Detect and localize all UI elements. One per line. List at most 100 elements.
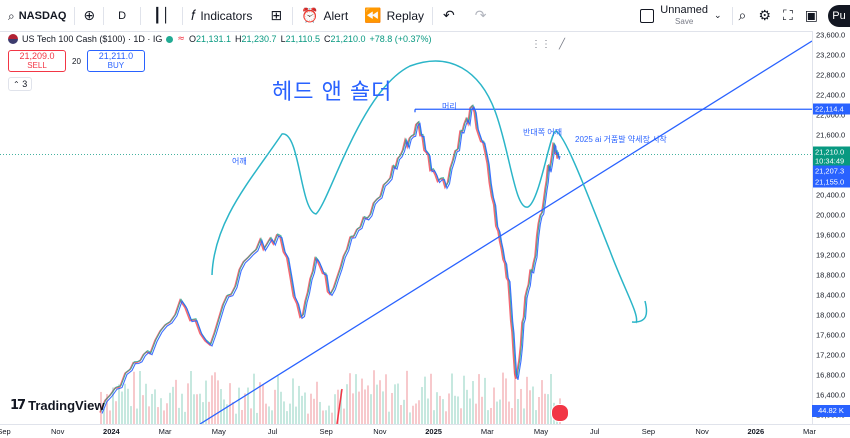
divider bbox=[731, 6, 733, 25]
quick-search-icon: ⌕ bbox=[738, 7, 747, 24]
volume-bar bbox=[400, 404, 402, 424]
ohlc-low-key: L bbox=[280, 34, 286, 44]
spread-value: 20 bbox=[72, 56, 81, 66]
camera-icon: ▣ bbox=[804, 7, 818, 24]
volume-bar bbox=[109, 410, 111, 424]
indicators-icon: 𝑓 bbox=[190, 7, 196, 24]
price-tag: 21,210.0 bbox=[813, 146, 850, 157]
date-tick-label: Sep bbox=[0, 427, 11, 436]
volume-bar bbox=[112, 387, 114, 424]
price-axis[interactable]: 23,600.0 23,200.0 22,800.0 22,400.0 22,000.0… bbox=[812, 31, 850, 424]
volume-bar bbox=[505, 378, 507, 424]
price-tick-label: 17,200.0 bbox=[816, 350, 846, 360]
tradingview-logo[interactable]: 17 TradingView bbox=[10, 398, 104, 413]
collapse-indicators-button[interactable]: ⌃ 3 bbox=[8, 77, 33, 91]
date-tick-label: Nov bbox=[373, 427, 387, 436]
fullscreen-button[interactable]: ⛶ bbox=[777, 0, 799, 31]
volume-bar bbox=[199, 393, 201, 424]
toolbar-right: Unnamed Save ⌄ ⌕ ⚙ ⛶ ▣ Pu bbox=[630, 0, 850, 31]
volume-bar bbox=[301, 395, 303, 424]
divider bbox=[103, 6, 105, 25]
settings-button[interactable]: ⚙ bbox=[752, 0, 777, 31]
date-tick-label: 2024 bbox=[103, 427, 120, 436]
volume-bar bbox=[514, 370, 516, 424]
pattern-title-text[interactable]: 헤드 앤 숄더 bbox=[272, 79, 393, 104]
volume-bar bbox=[364, 389, 366, 424]
symbol-search-button[interactable]: ⌕ NASDAQ bbox=[0, 0, 74, 31]
realtime-icon: ≈ bbox=[177, 34, 185, 44]
rewind-icon: ⏪ bbox=[364, 7, 382, 24]
date-tick-label: Mar bbox=[480, 427, 494, 436]
chart-type-button[interactable]: ┃│ bbox=[141, 0, 182, 31]
alert-button[interactable]: ⏰ Alert bbox=[293, 0, 356, 31]
price-tick-label: 16,400.0 bbox=[816, 390, 846, 400]
ohlc-low: L21,110.5 bbox=[281, 34, 320, 44]
sell-button[interactable]: 21,209.0 SELL bbox=[8, 50, 66, 72]
chart-pane[interactable] bbox=[0, 31, 812, 424]
volume-bar bbox=[280, 391, 282, 424]
volume-bar bbox=[133, 371, 135, 424]
volume-bar bbox=[346, 384, 348, 424]
note-label[interactable]: 2025 ai 거품발 약세장 시작 bbox=[575, 135, 667, 144]
interval-button[interactable]: D bbox=[104, 0, 140, 31]
ohlc-close-key: C bbox=[323, 34, 331, 44]
indicators-button[interactable]: 𝑓 Indicators bbox=[183, 0, 260, 31]
volume-bar bbox=[316, 381, 318, 424]
price-tag: 21,155.0 bbox=[813, 176, 850, 187]
volume-bar bbox=[532, 386, 534, 424]
divider bbox=[74, 6, 76, 25]
head-and-shoulders-drawing bbox=[211, 60, 648, 324]
volume-bar bbox=[247, 387, 249, 424]
volume-bar bbox=[526, 376, 528, 424]
red-marker-line bbox=[336, 388, 343, 424]
volume-bar bbox=[238, 387, 240, 424]
quick-search-button[interactable]: ⌕ bbox=[733, 0, 753, 31]
time-axis[interactable]: Sep Nov 2024 Mar May Jul Sep Nov 2025 Mar May Jul Se… bbox=[0, 424, 850, 438]
volume-bar bbox=[445, 411, 447, 424]
compare-symbol-button[interactable]: ⊕ bbox=[75, 0, 103, 31]
price-candles-up bbox=[100, 104, 560, 412]
buy-button[interactable]: 21,211.0 BUY bbox=[86, 50, 145, 72]
date-tick-label: Nov bbox=[51, 427, 65, 436]
volume-bar bbox=[253, 373, 255, 424]
buy-label: BUY bbox=[107, 61, 125, 70]
moving-average-line bbox=[101, 106, 561, 414]
date-tick-label: May bbox=[211, 427, 226, 436]
redo-icon: ↷ bbox=[474, 7, 487, 24]
chart-canvas[interactable] bbox=[0, 31, 812, 424]
volume-bar bbox=[547, 394, 549, 424]
right-shoulder-label[interactable]: 반대쪽 어깨 bbox=[523, 128, 563, 137]
volume-bar bbox=[523, 408, 525, 424]
volume-bar bbox=[490, 407, 492, 424]
redo-button[interactable]: ↷ bbox=[465, 0, 497, 31]
ohlc-low-value: 21,110.5 bbox=[285, 34, 320, 44]
volume-bar bbox=[166, 403, 168, 424]
volume-bar bbox=[517, 398, 519, 424]
layout-save-button[interactable]: Unnamed Save ⌄ bbox=[630, 4, 731, 27]
volume-bar bbox=[358, 391, 360, 424]
volume-bar bbox=[235, 413, 237, 424]
templates-button[interactable]: ⊞ bbox=[260, 0, 292, 31]
volume-bar bbox=[217, 380, 219, 424]
replay-button[interactable]: ⏪ Replay bbox=[356, 0, 432, 31]
ohlc-open-value: 21,131.1 bbox=[195, 34, 232, 44]
volume-bar bbox=[340, 390, 342, 424]
go-to-realtime-button[interactable] bbox=[551, 404, 569, 422]
date-tick-label: Nov bbox=[695, 427, 709, 436]
volume-bar bbox=[442, 399, 444, 424]
date-tick-label: Jul bbox=[267, 427, 278, 436]
head-label[interactable]: 머리 bbox=[442, 102, 457, 111]
volume-bar bbox=[115, 401, 117, 424]
volume-bar bbox=[211, 375, 213, 424]
volume-bar bbox=[229, 383, 231, 424]
publish-button[interactable]: Pu bbox=[828, 4, 850, 27]
divider bbox=[292, 6, 294, 25]
volume-bar bbox=[292, 378, 294, 424]
price-tag: 22,114.4 bbox=[813, 103, 850, 115]
drawing-toolbar-handle[interactable]: ⋮⋮ ╱ bbox=[531, 39, 566, 50]
volume-bar bbox=[313, 398, 315, 424]
undo-button[interactable]: ↶ bbox=[433, 0, 465, 31]
left-shoulder-label[interactable]: 어깨 bbox=[232, 157, 247, 166]
snapshot-button[interactable]: ▣ bbox=[799, 0, 824, 31]
volume-bar bbox=[298, 385, 300, 424]
